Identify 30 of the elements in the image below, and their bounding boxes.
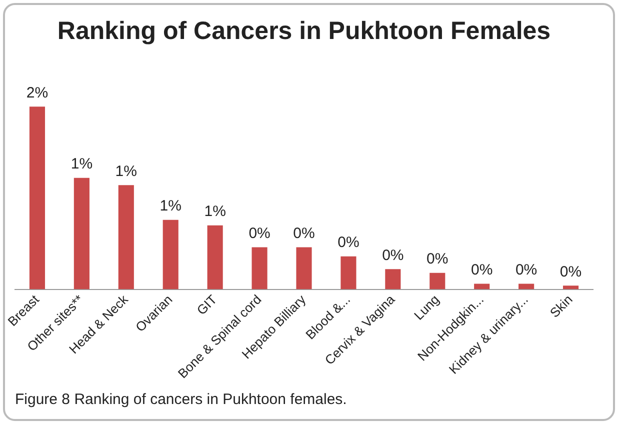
caption: Figure 8 Ranking of cancers in Pukhtoon females.: [15, 391, 347, 408]
bar: [29, 106, 46, 290]
bar: [562, 286, 579, 290]
bar: [296, 247, 312, 290]
data-label: 0%: [338, 234, 360, 252]
bar: [162, 220, 178, 290]
data-label: 1%: [115, 162, 137, 180]
bar: [118, 185, 134, 290]
data-label: 0%: [248, 224, 270, 242]
data-label: 0%: [515, 261, 538, 278]
bar: [252, 247, 268, 290]
data-label: 0%: [293, 224, 315, 242]
bar: [74, 178, 90, 290]
data-label: 0%: [560, 263, 582, 280]
bar: [340, 256, 356, 290]
data-label: 1%: [70, 156, 93, 173]
data-label: 0%: [471, 261, 493, 278]
bar: [385, 269, 401, 290]
bar: [207, 225, 223, 290]
bar: [430, 272, 446, 290]
data-label: 0%: [426, 250, 448, 268]
data-label: 2%: [26, 84, 48, 102]
data-label: 1%: [160, 198, 182, 215]
chart-title: Ranking of Cancers in Pukhtoon Females: [57, 16, 551, 45]
x-tick-label: GIT: [194, 292, 220, 318]
data-label: 0%: [382, 246, 404, 264]
x-tick-label: Skin: [546, 292, 576, 320]
data-label: 1%: [204, 202, 226, 220]
bar: [518, 284, 534, 290]
bar: [474, 284, 490, 290]
